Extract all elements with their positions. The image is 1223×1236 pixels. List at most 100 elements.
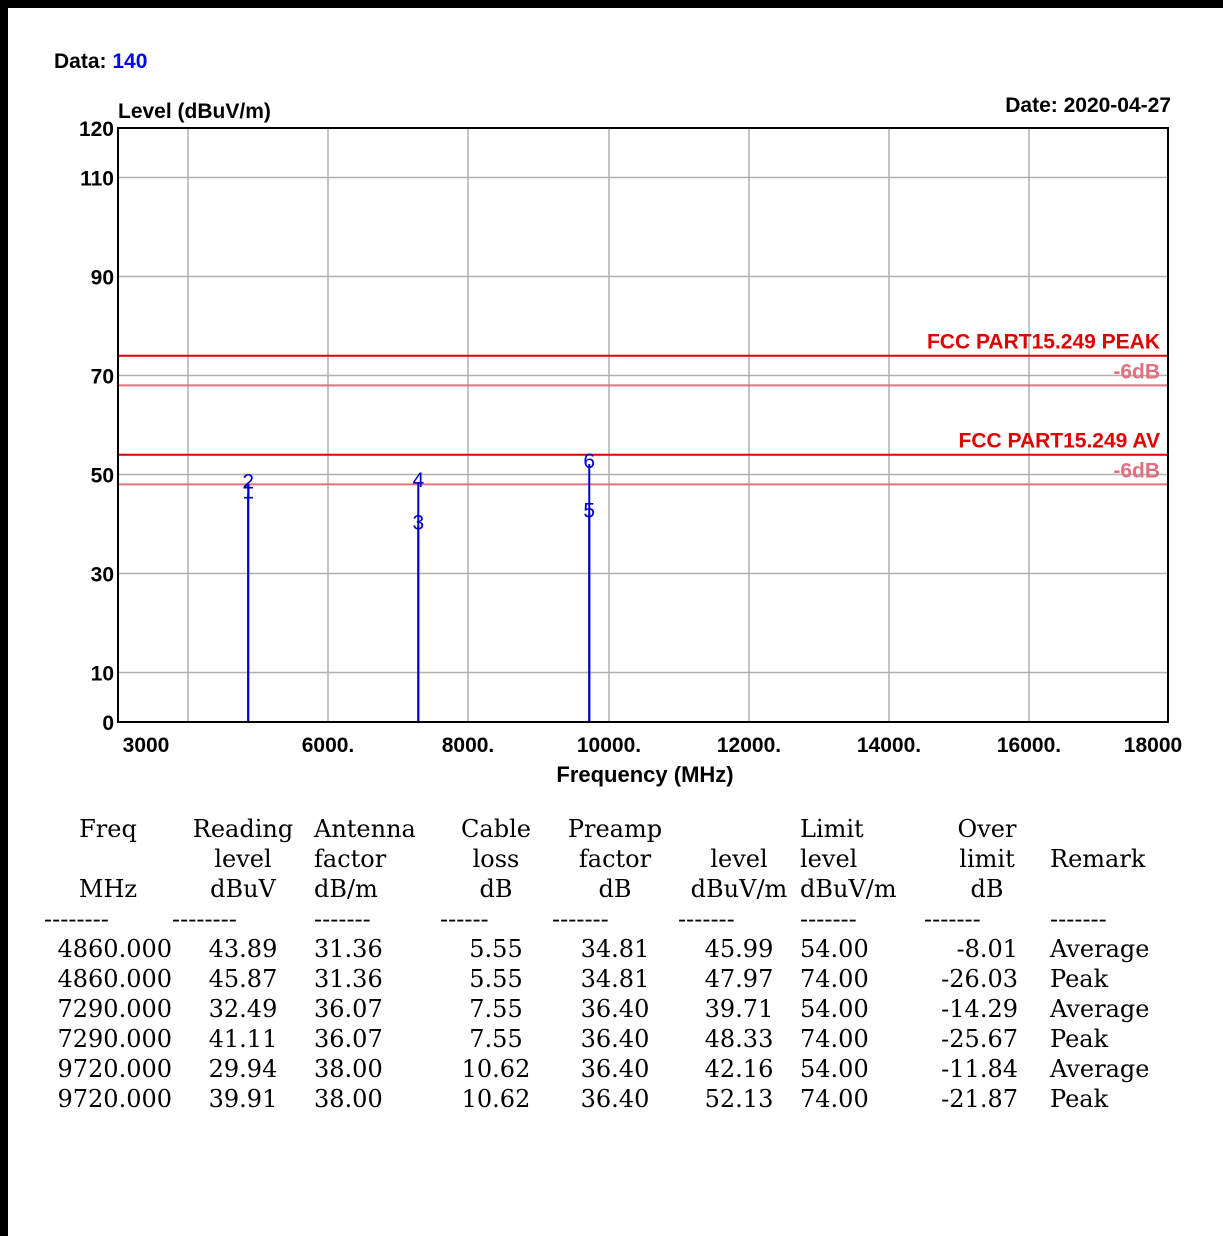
table-cell: 31.36 <box>314 965 383 993</box>
table-header-cell: Antenna <box>314 815 416 843</box>
marker-label: 6 <box>583 450 595 473</box>
x-tick-label: 10000. <box>577 734 641 757</box>
table-cell: 74.00 <box>800 965 869 993</box>
table-header-cell <box>678 814 800 844</box>
table-separator: ------- <box>1050 905 1107 933</box>
x-tick-label: 3000 <box>123 734 170 757</box>
table-header-cell: Remark <box>1050 845 1146 873</box>
table-cell: 36.40 <box>580 995 650 1023</box>
table-header-row: Freq Reading Antenna Cable Preamp Limit Over <box>44 814 1180 844</box>
table-header-cell: dB <box>598 875 632 903</box>
table-header-cell: loss <box>472 845 520 873</box>
table-header-cell: Cable <box>461 815 531 843</box>
table-header-cell: level <box>800 845 858 873</box>
table-header-cell: Reading <box>192 815 294 843</box>
table-separator: ------- <box>552 905 609 933</box>
table-cell: Average <box>1050 935 1150 963</box>
table-cell: 39.71 <box>704 995 774 1023</box>
table-cell: 9720.000 <box>57 1055 172 1083</box>
table-cell: 41.11 <box>208 1025 278 1053</box>
table-row: 7290.000 41.11 36.07 7.55 36.40 48.33 74.00 -25… <box>44 1024 1180 1054</box>
table-cell: 48.33 <box>704 1025 774 1053</box>
table-header-cell: dB <box>479 875 513 903</box>
data-label-text: Data: <box>54 50 113 73</box>
table-cell: 54.00 <box>800 1055 869 1083</box>
table-cell: 52.13 <box>704 1085 774 1113</box>
table-separator: ------ <box>440 905 489 933</box>
table-cell: 10.62 <box>461 1055 531 1083</box>
emission-table: Freq Reading Antenna Cable Preamp Limit Over le… <box>44 814 1180 1114</box>
table-cell: 43.89 <box>208 935 278 963</box>
table-cell: 34.81 <box>580 935 650 963</box>
y-tick-label: 30 <box>91 564 114 587</box>
table-cell: 5.55 <box>469 935 523 963</box>
y-tick-label: 10 <box>91 663 114 686</box>
table-separator: ------- <box>314 905 371 933</box>
table-separator-row: -------- -------- ------- ------ ------- ----… <box>44 904 1180 934</box>
table-cell: 74.00 <box>800 1085 869 1113</box>
table-separator: -------- <box>172 905 237 933</box>
table-header-cell: dB <box>970 875 1004 903</box>
y-tick-label: 70 <box>91 366 114 389</box>
limit-lines: FCC PART15.249 PEAK -6dB FCC PART15.249 AV… <box>118 331 1168 486</box>
table-cell: 7.55 <box>469 1025 523 1053</box>
table-separator: ------- <box>924 905 981 933</box>
table-cell: 74.00 <box>800 1025 869 1053</box>
table-header-cell <box>44 844 172 874</box>
table-header-cell: dB/m <box>314 875 378 903</box>
y-tick-label: 110 <box>80 168 114 191</box>
date-label: Date: 2020-04-27 <box>1005 94 1171 117</box>
table-separator: -------- <box>44 905 109 933</box>
table-header-cell: dBuV <box>210 875 276 903</box>
limit-line-label: FCC PART15.249 PEAK <box>927 331 1160 354</box>
table-cell: 36.07 <box>314 995 383 1023</box>
plot-border <box>117 127 1169 723</box>
x-tick-label: 8000. <box>442 734 495 757</box>
table-cell: 4860.000 <box>57 935 172 963</box>
y-tick-label: 120 <box>79 118 114 141</box>
table-cell: -14.29 <box>941 995 1018 1023</box>
table-header-cell: Freq <box>79 815 137 843</box>
table-cell: 5.55 <box>469 965 523 993</box>
table-cell: -21.87 <box>941 1085 1018 1113</box>
grid <box>117 127 1169 723</box>
table-cell: -26.03 <box>941 965 1018 993</box>
x-tick-label: 6000. <box>302 734 355 757</box>
table-row: 4860.000 43.89 31.36 5.55 34.81 45.99 54.00 -8.… <box>44 934 1180 964</box>
table-cell: 54.00 <box>800 995 869 1023</box>
table-cell: 39.91 <box>208 1085 278 1113</box>
table-cell: Average <box>1050 1055 1150 1083</box>
table-cell: 7.55 <box>469 995 523 1023</box>
table-cell: 42.16 <box>704 1055 774 1083</box>
y-tick-label: 90 <box>91 267 114 290</box>
table-row: 9720.000 29.94 38.00 10.62 36.40 42.16 54.00 -1… <box>44 1054 1180 1084</box>
table-header-cell: limit <box>959 845 1015 873</box>
table-cell: 36.07 <box>314 1025 383 1053</box>
table-header-cell: Preamp <box>567 815 663 843</box>
table-cell: -25.67 <box>941 1025 1018 1053</box>
table-header-cell: level <box>710 845 768 873</box>
x-tick-label: 18000 <box>1124 734 1182 757</box>
marker-label: 2 <box>242 471 254 494</box>
table-cell: 54.00 <box>800 935 869 963</box>
table-header-cell: factor <box>578 845 652 873</box>
data-label: Data: 140 <box>54 50 147 74</box>
data-value: 140 <box>112 50 148 73</box>
x-axis-label: Frequency (MHz) <box>556 762 733 787</box>
table-cell: 31.36 <box>314 935 383 963</box>
emission-chart: FCC PART15.249 PEAK -6dB FCC PART15.249 AV… <box>79 100 1182 787</box>
table-cell: 32.49 <box>208 995 278 1023</box>
x-tick-label: 16000. <box>997 734 1061 757</box>
table-cell: Peak <box>1050 965 1109 993</box>
table-cell: 36.40 <box>580 1085 650 1113</box>
limit-line-label: -6dB <box>1113 459 1160 482</box>
table-cell: 29.94 <box>208 1055 278 1083</box>
table-header-cell <box>1050 814 1180 844</box>
table-row: 9720.000 39.91 38.00 10.62 36.40 52.13 74.00 -2… <box>44 1084 1180 1114</box>
table-cell: 47.97 <box>704 965 774 993</box>
limit-line-label: FCC PART15.249 AV <box>959 430 1161 453</box>
table-header-row: MHz dBuV dB/m dB dB dBuV/m dBuV/m dB <box>44 874 1180 904</box>
table-cell: 36.40 <box>580 1025 650 1053</box>
x-tick-label: 12000. <box>717 734 781 757</box>
